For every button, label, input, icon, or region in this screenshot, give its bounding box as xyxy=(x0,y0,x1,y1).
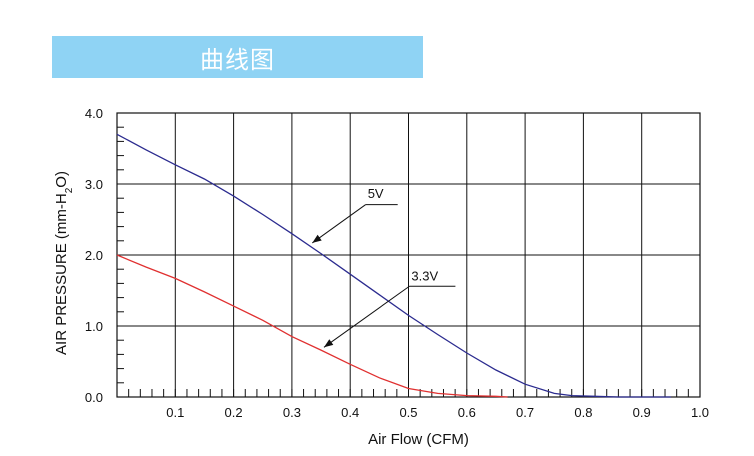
x-tick-label: 0.3 xyxy=(283,405,301,420)
annotation-arrowhead xyxy=(312,234,322,243)
y-tick-label: 0.0 xyxy=(85,390,103,405)
x-tick-label: 1.0 xyxy=(691,405,709,420)
series-line-5v xyxy=(116,133,671,398)
annotation-label: 3.3V xyxy=(411,269,438,284)
annotation-label: 5V xyxy=(368,186,384,201)
annotation-arrowhead xyxy=(324,339,334,348)
series-line-3-3v xyxy=(116,254,508,398)
tick-labels: 0.1 0.2 0.3 0.4 0.5 0.6 0.7 0.8 0.9 1.0 0.0 1.0 2.0 3… xyxy=(85,106,709,420)
chart-grid xyxy=(116,112,701,398)
y-tick-label: 2.0 xyxy=(85,248,103,263)
y-tick-label: 1.0 xyxy=(85,319,103,334)
x-tick-label: 0.5 xyxy=(399,405,417,420)
x-tick-label: 0.6 xyxy=(458,405,476,420)
x-tick-label: 0.2 xyxy=(225,405,243,420)
y-axis-label-main: AIR PRESSURE (mm-H xyxy=(53,193,70,355)
annotation-leader xyxy=(323,285,410,348)
chart-title-banner: 曲线图 xyxy=(52,36,423,78)
annotation-leader xyxy=(312,204,366,244)
x-tick-label: 0.9 xyxy=(633,405,651,420)
y-tick-label: 4.0 xyxy=(85,106,103,121)
annotation-layer: 5V 3.3V xyxy=(312,186,456,348)
y-tick-label: 3.0 xyxy=(85,177,103,192)
x-tick-label: 0.8 xyxy=(574,405,592,420)
x-tick-label: 0.7 xyxy=(516,405,534,420)
x-tick-label: 0.4 xyxy=(341,405,359,420)
x-axis-label: Air Flow (CFM) xyxy=(368,431,469,448)
y-axis-label-tail: O) xyxy=(53,171,70,188)
series-layer xyxy=(116,133,671,398)
y-axis-label-subscript: 2 xyxy=(64,187,75,193)
minor-ticks xyxy=(117,126,689,397)
y-axis-label: AIR PRESSURE (mm-H2O) xyxy=(53,171,75,355)
x-tick-label: 0.1 xyxy=(166,405,184,420)
